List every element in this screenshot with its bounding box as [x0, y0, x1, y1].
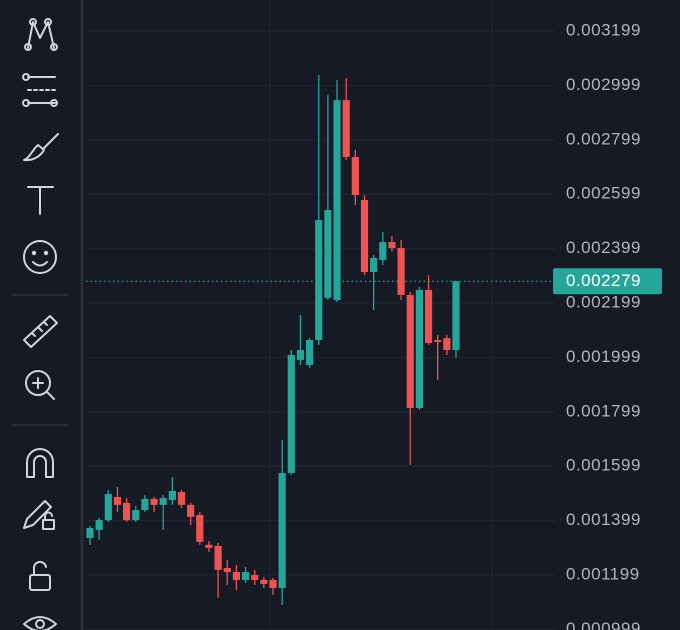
candle-body — [306, 340, 314, 366]
y-tick-label: 0.002599 — [566, 184, 641, 203]
y-tick-label: 0.002199 — [566, 293, 641, 312]
y-tick-label: 0.001999 — [566, 347, 641, 366]
y-tick-label: 0.001199 — [566, 565, 640, 584]
y-tick-label: 0.001599 — [566, 456, 641, 475]
candle-body — [232, 572, 240, 580]
candle-body — [324, 210, 332, 298]
plot-area: 0.003199 0.002999 0.002799 0.002599 0.002399… — [86, 20, 662, 630]
candle-body — [150, 498, 158, 505]
candle-body — [251, 575, 259, 580]
candle-body — [351, 156, 359, 196]
brush-tool[interactable] — [23, 133, 59, 162]
last-price-box — [553, 268, 662, 295]
candle-body — [132, 510, 140, 521]
candle-body — [104, 493, 112, 521]
candle-body — [205, 544, 213, 548]
candle-body — [360, 199, 369, 273]
candle-body — [397, 248, 405, 295]
candle-body — [95, 520, 103, 530]
zoom-tool[interactable] — [25, 370, 55, 400]
y-tick-label: 0.001399 — [566, 510, 641, 529]
candle-body — [333, 100, 341, 301]
fib-tool[interactable] — [22, 73, 58, 107]
text-tool[interactable] — [27, 186, 54, 215]
candle-body — [406, 294, 414, 409]
candle-body — [370, 257, 378, 273]
last-price-label: 0.002279 — [566, 271, 641, 290]
candle-body — [196, 514, 204, 542]
lock-drawing-tool[interactable] — [23, 500, 55, 530]
candle-body — [452, 281, 460, 351]
y-tick-label: 0.002399 — [566, 238, 641, 257]
candle-body — [443, 338, 451, 351]
magnet-tool[interactable] — [26, 448, 54, 478]
pattern-tool[interactable] — [24, 18, 58, 51]
y-tick-label: 0.002799 — [566, 129, 641, 148]
candle-body — [287, 354, 295, 474]
candle-body — [123, 502, 131, 521]
candle-body — [415, 289, 423, 409]
candle-body — [424, 289, 433, 344]
lock-tool[interactable] — [29, 560, 51, 591]
candle-body — [168, 490, 176, 500]
toolbar — [12, 18, 68, 630]
candle-body — [141, 498, 149, 511]
y-tick-label: 0.003199 — [566, 20, 641, 39]
ruler-tool[interactable] — [23, 315, 58, 348]
y-tick-label: 0.001799 — [566, 401, 641, 420]
candle-body — [241, 572, 250, 580]
candle-body — [177, 492, 186, 505]
emoji-tool[interactable] — [23, 240, 57, 274]
candle-body — [159, 498, 167, 505]
candle-body — [434, 340, 442, 342]
candle-body — [86, 527, 94, 539]
candle-body — [214, 545, 222, 570]
candle-body — [278, 473, 286, 589]
candle-body — [113, 496, 122, 505]
y-tick-label: 0.000999 — [566, 619, 641, 630]
y-tick-label: 0.002999 — [566, 75, 641, 94]
candle-body — [260, 579, 268, 585]
candle-body — [342, 100, 350, 157]
candle-body — [388, 242, 396, 249]
candle-body — [315, 220, 323, 341]
candle-body — [379, 242, 387, 261]
candle-body — [269, 579, 277, 589]
candle-body — [187, 504, 195, 517]
candle-body — [223, 567, 231, 573]
candle-body — [296, 350, 305, 360]
